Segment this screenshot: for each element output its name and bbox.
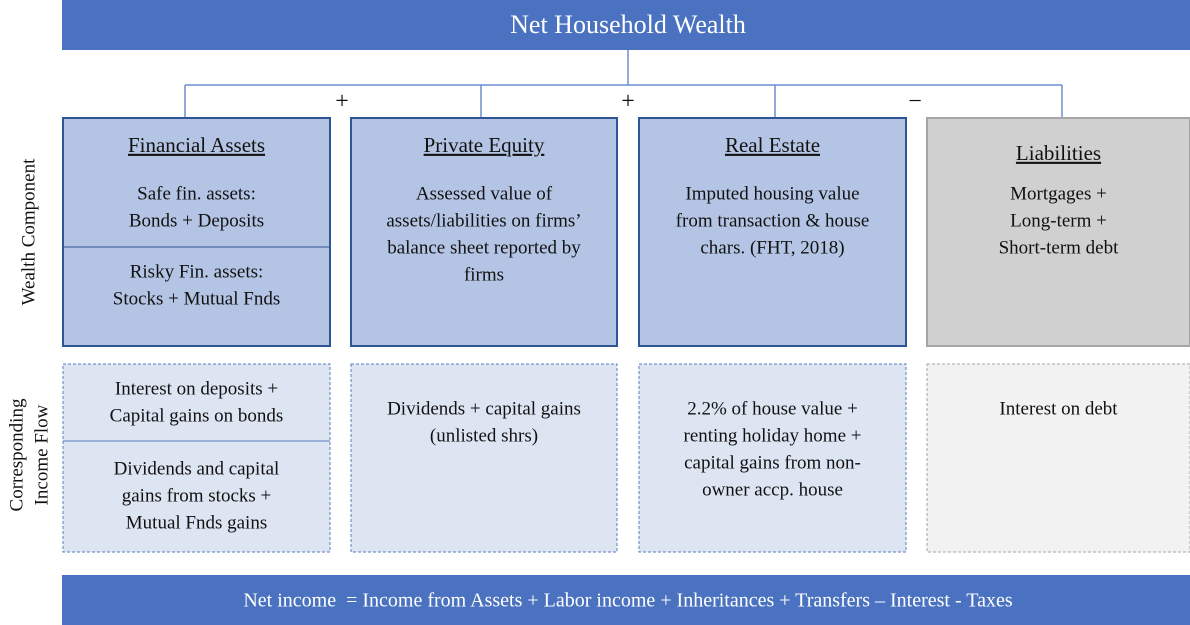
income-box xyxy=(350,363,618,553)
income-text: Dividends + capital gains xyxy=(387,398,581,419)
row-label: Corresponding xyxy=(6,398,27,511)
wealth-text: Mortgages + xyxy=(1010,183,1107,204)
component-heading: Private Equity xyxy=(424,133,545,157)
component-heading: Liabilities xyxy=(1016,141,1101,165)
income-text: (unlisted shrs) xyxy=(430,425,538,446)
wealth-text: assets/liabilities on firms’ xyxy=(386,210,581,231)
row-label: Income Flow xyxy=(31,404,52,505)
income-text: Interest on debt xyxy=(999,398,1118,419)
income-box xyxy=(926,363,1190,553)
connectors xyxy=(184,50,1063,118)
income-box xyxy=(638,363,907,553)
income-text: owner accp. house xyxy=(702,479,843,500)
income-text: Mutual Fnds gains xyxy=(126,512,267,533)
title: Net Household Wealth xyxy=(510,10,746,39)
component-heading: Real Estate xyxy=(725,133,820,157)
income-box xyxy=(62,363,331,553)
wealth-text: chars. (FHT, 2018) xyxy=(700,237,844,258)
income-text: capital gains from non- xyxy=(684,452,861,473)
wealth-text: from transaction & house xyxy=(676,210,870,231)
wealth-box xyxy=(62,117,331,347)
wealth-box xyxy=(926,117,1190,347)
income-text: gains from stocks + xyxy=(122,485,272,506)
wealth-box xyxy=(350,117,618,347)
wealth-text: Safe fin. assets: xyxy=(137,183,256,204)
income-text: Capital gains on bonds xyxy=(110,405,284,426)
income-text: Dividends and capital xyxy=(114,458,280,479)
wealth-box xyxy=(638,117,907,347)
footer-banner xyxy=(62,575,1190,625)
wealth-text: balance sheet reported by xyxy=(387,237,581,258)
income-text: 2.2% of house value + xyxy=(687,398,858,419)
wealth-text: Long-term + xyxy=(1010,210,1107,231)
title-banner xyxy=(62,0,1190,50)
wealth-text: Assessed value of xyxy=(416,183,553,204)
operator: + xyxy=(621,89,635,115)
income-text: Interest on deposits + xyxy=(115,378,278,399)
wealth-text: firms xyxy=(464,264,504,285)
wealth-text: Risky Fin. assets: xyxy=(130,261,264,282)
row-label: Wealth Component xyxy=(18,158,39,305)
component-heading: Financial Assets xyxy=(128,133,265,157)
footer: Net income = Income from Assets + Labor … xyxy=(243,590,1012,612)
wealth-text: Bonds + Deposits xyxy=(129,210,264,231)
income-text: renting holiday home + xyxy=(684,425,862,446)
operator: − xyxy=(908,89,922,115)
wealth-text: Stocks + Mutual Fnds xyxy=(113,288,280,309)
operator: + xyxy=(335,89,349,115)
wealth-text: Imputed housing value xyxy=(685,183,859,204)
wealth-text: Short-term debt xyxy=(999,237,1120,258)
